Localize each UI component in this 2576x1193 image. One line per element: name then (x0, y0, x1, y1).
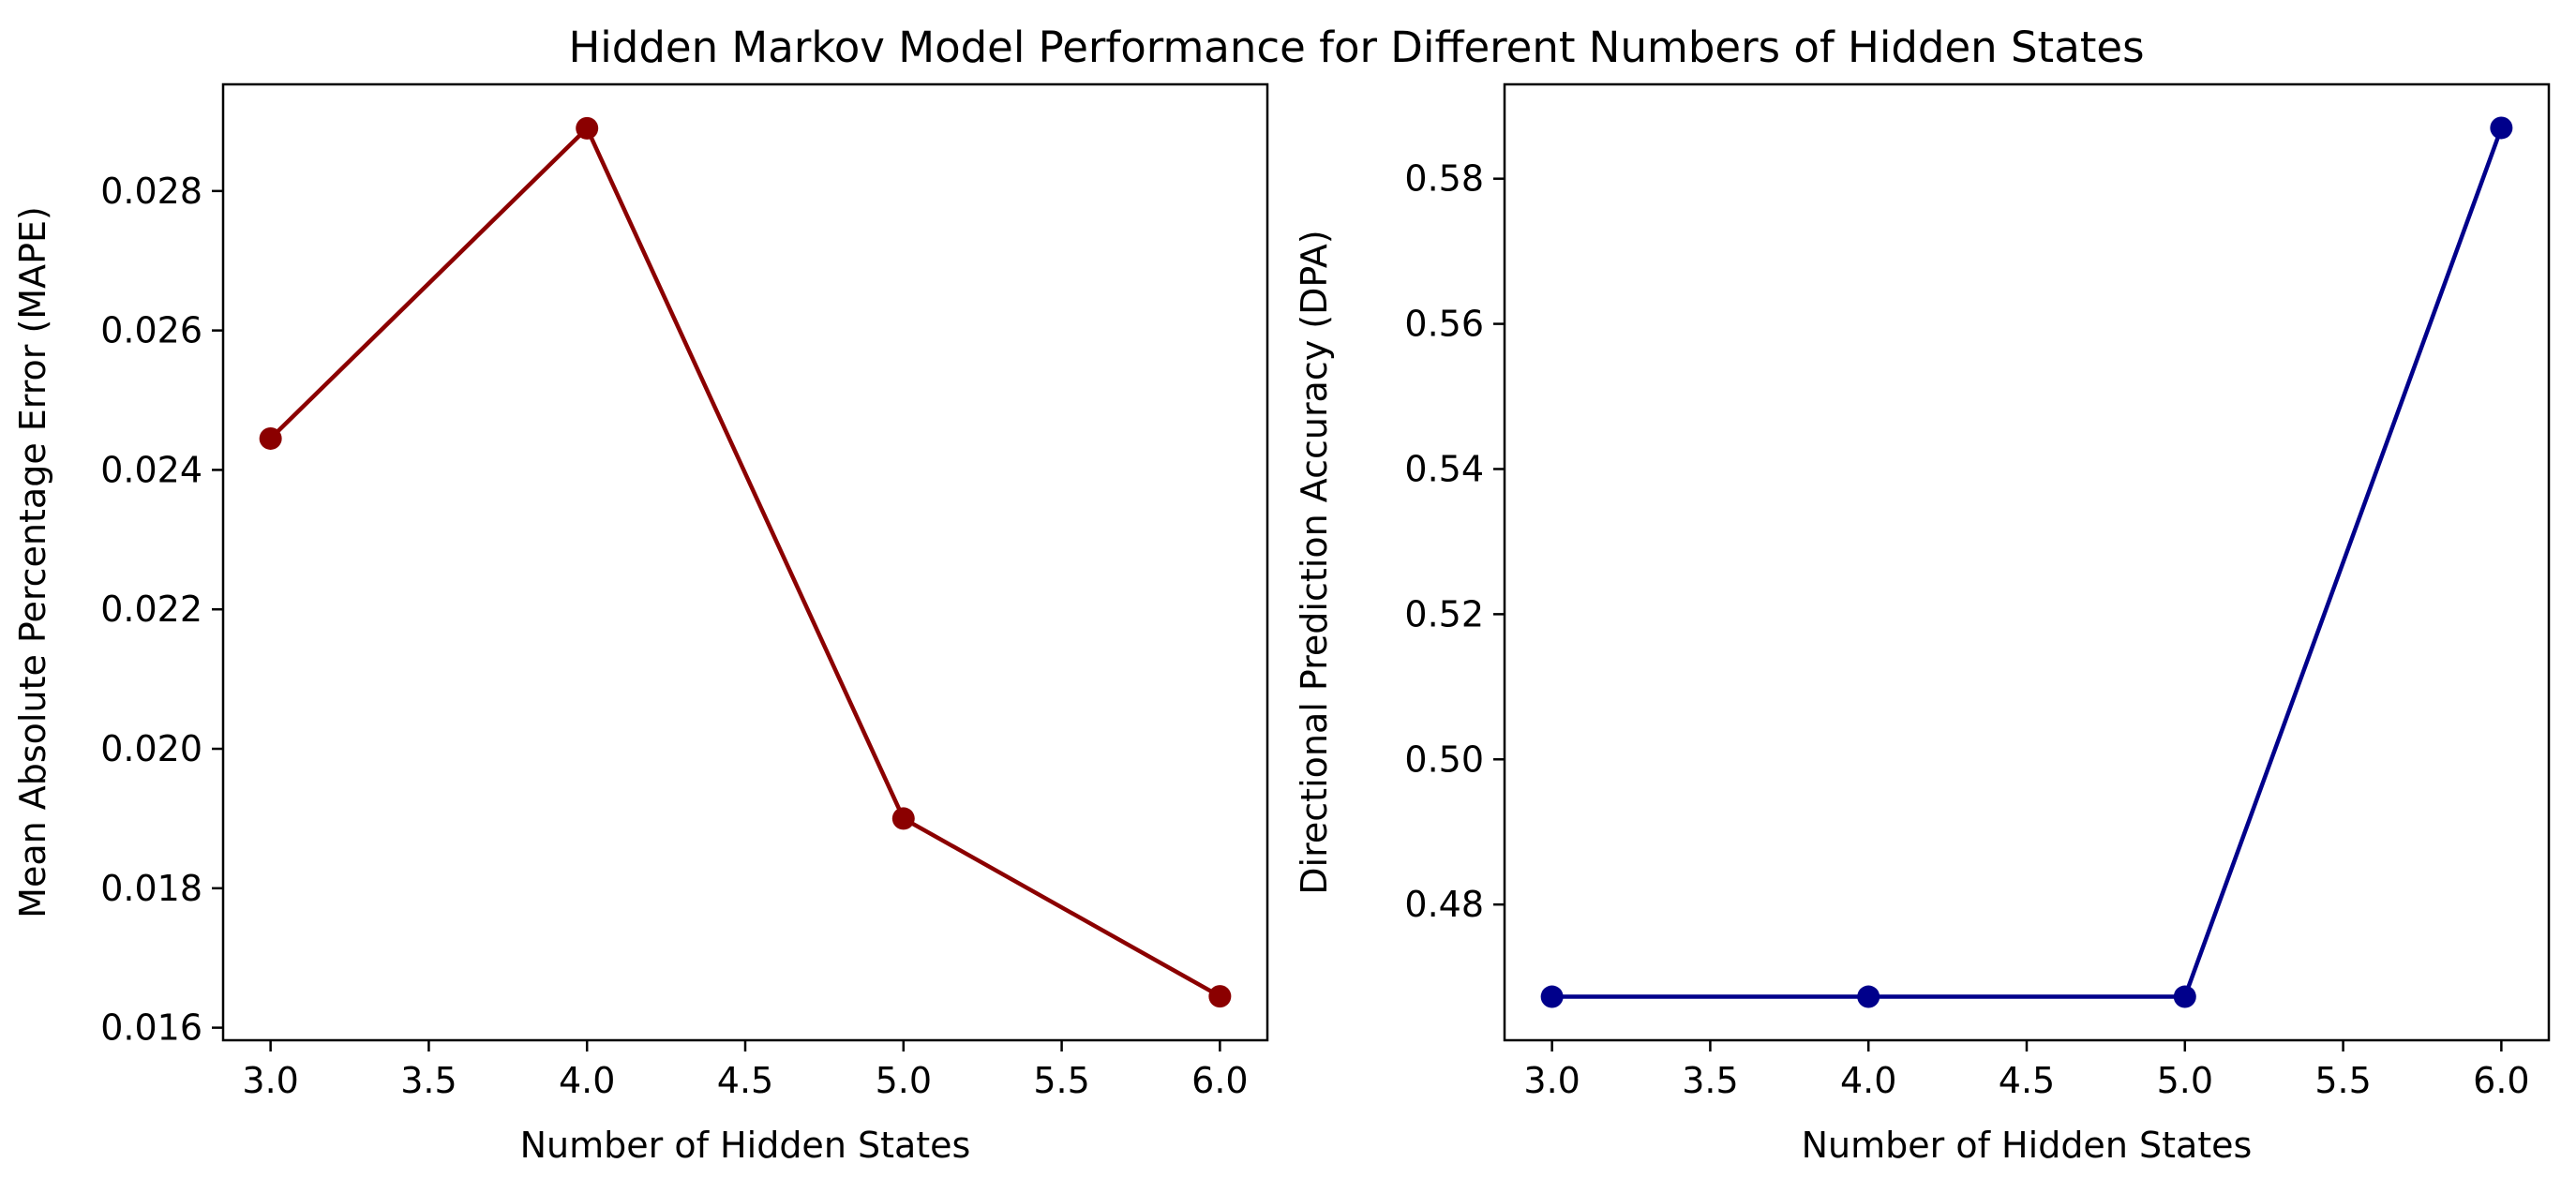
mape-x-tick-label: 6.0 (1191, 1060, 1248, 1101)
dpa-x-tick-label: 4.0 (1840, 1060, 1896, 1101)
dpa-chart: 3.0 3.5 4.0 4.5 5.0 5.5 6.0 0.48 0.50 0.52 0.54 0.5… (1294, 82, 2551, 1166)
mape-y-tick-label: 0.016 (100, 1007, 202, 1049)
mape-x-axis-label: Number of Hidden States (520, 1125, 971, 1166)
mape-data-point (259, 426, 282, 450)
mape-y-tick-label: 0.024 (100, 449, 202, 490)
mape-y-tick-label: 0.022 (100, 589, 202, 630)
dpa-series-line (1551, 127, 2504, 999)
mape-x-tick-label: 5.0 (876, 1060, 932, 1101)
mape-y-tick-label: 0.028 (100, 171, 202, 212)
mape-x-tick-label: 3.5 (400, 1060, 457, 1101)
mape-y-tick-label: 0.018 (100, 868, 202, 909)
dpa-y-tick-label: 0.54 (1404, 448, 1484, 489)
mape-data-point (1208, 985, 1232, 1008)
mape-x-tick-label: 4.5 (717, 1060, 773, 1101)
dpa-axes-frame (1503, 82, 2551, 1042)
mape-y-axis-label: Mean Absolute Percentage Error (MAPE) (12, 206, 53, 918)
mape-x-tick-label: 4.0 (559, 1060, 615, 1101)
dpa-data-point (2490, 116, 2513, 140)
dpa-x-tick-label: 6.0 (2473, 1060, 2529, 1101)
mape-axes-frame (221, 82, 1269, 1042)
dpa-y-tick-label: 0.52 (1404, 593, 1484, 634)
dpa-x-tick-label: 5.5 (2314, 1060, 2371, 1101)
dpa-x-axis-label: Number of Hidden States (1802, 1125, 2253, 1166)
mape-data-point (891, 807, 915, 830)
dpa-y-axis-label: Directional Prediction Accuracy (DPA) (1294, 230, 1335, 894)
mape-series-line (269, 126, 1221, 999)
dpa-data-point (2173, 985, 2196, 1008)
dpa-data-point (1540, 985, 1564, 1008)
dpa-x-tick-label: 3.5 (1682, 1060, 1738, 1101)
dpa-data-point (1857, 985, 1880, 1008)
dpa-x-tick-label: 3.0 (1523, 1060, 1580, 1101)
dpa-y-tick-label: 0.58 (1404, 158, 1484, 200)
dpa-y-tick-label: 0.50 (1404, 738, 1484, 780)
mape-x-tick-label: 3.0 (242, 1060, 298, 1101)
dpa-x-tick-label: 5.0 (2157, 1060, 2213, 1101)
dpa-x-tick-label: 4.5 (1999, 1060, 2055, 1101)
mape-x-tick-label: 5.5 (1033, 1060, 1089, 1101)
figure-title: Hidden Markov Model Performance for Diff… (568, 22, 2144, 72)
mape-y-tick-label: 0.020 (100, 728, 202, 769)
mape-data-point (576, 116, 599, 140)
mape-y-tick-label: 0.026 (100, 310, 202, 351)
dpa-y-tick-label: 0.56 (1404, 304, 1484, 345)
mape-chart: 3.0 3.5 4.0 4.5 5.0 5.5 6.0 0.016 0.018 0.020 0.02… (12, 82, 1269, 1166)
dpa-y-tick-label: 0.48 (1404, 884, 1484, 925)
